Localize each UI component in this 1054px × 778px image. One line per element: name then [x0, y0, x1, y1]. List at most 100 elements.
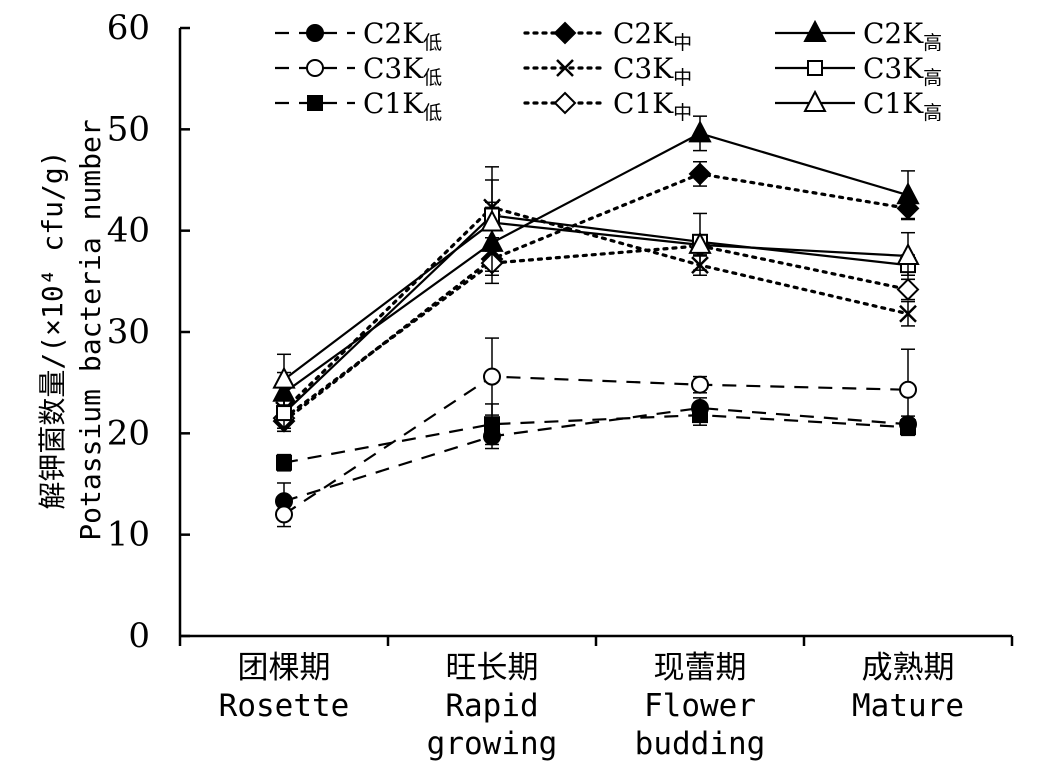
legend-marker: [306, 24, 324, 42]
y-axis-label: 解钾菌数量/(×10⁴ cfu/g) Potassium bacteria nu…: [36, 119, 107, 540]
y-tick-label: 40: [107, 211, 150, 251]
x-category-label-cn: 旺长期: [446, 650, 539, 686]
data-point: [691, 375, 709, 394]
series-c2k-0: [275, 397, 917, 521]
data-point: [484, 416, 500, 433]
y-ticks: 0 10 20 30 40 50 60: [107, 8, 190, 656]
legend-label-main: C1K: [363, 87, 424, 120]
legend-entry: C3K高: [775, 52, 942, 89]
series-c3k-7: [276, 179, 916, 433]
legend-label: C1K高: [863, 87, 942, 124]
legend-entry: C1K高: [775, 87, 942, 124]
legend-marker: [553, 21, 577, 45]
legend-marker: [556, 59, 574, 77]
legend-label-main: C2K: [613, 17, 674, 50]
data-point: [483, 367, 501, 386]
series-line: [283, 132, 909, 394]
legend-label: C1K中: [613, 87, 692, 124]
legend-entry: C3K低: [275, 52, 442, 89]
x-category-label-en: Rapid: [445, 688, 538, 724]
legend-entry: C2K低: [275, 17, 442, 54]
data-point: [692, 407, 708, 424]
legend-label-sub: 高: [923, 102, 942, 124]
data-point: [899, 380, 917, 399]
legend-label: C1K低: [363, 87, 442, 124]
data-point: [688, 231, 712, 254]
legend-marker: [307, 95, 323, 111]
y-axis-label-cn: 解钾菌数量/(×10⁴ cfu/g): [36, 150, 69, 509]
series-group: [272, 115, 920, 528]
x-category-label-en: Rosette: [219, 688, 350, 724]
x-category-label-en: Mature: [852, 688, 964, 724]
legend-marker: [306, 59, 324, 77]
data-point: [688, 162, 712, 186]
legend-label: C2K低: [363, 17, 442, 54]
data-point: [900, 419, 916, 436]
legend-entry: C1K低: [275, 87, 442, 124]
legend-label-main: C3K: [863, 52, 924, 85]
x-category-label-en: Flower: [644, 688, 756, 724]
y-tick-label: 10: [107, 515, 150, 555]
series-c3k-1: [275, 337, 917, 528]
legend-entry: C2K中: [523, 17, 692, 54]
legend-label-main: C2K: [363, 17, 424, 50]
x-category-label-en-line2: budding: [635, 726, 766, 762]
x-category-label-cn: 成熟期: [862, 650, 955, 686]
legend-label-main: C1K: [613, 87, 674, 120]
legend-label: C3K高: [863, 52, 942, 89]
series-c2k-6: [272, 115, 920, 414]
legend-label-sub: 中: [673, 102, 692, 124]
series-c3k-4: [275, 166, 917, 421]
series-line: [282, 244, 910, 420]
legend-label-main: C3K: [613, 52, 674, 85]
y-tick-label: 60: [107, 8, 150, 48]
data-point: [480, 209, 504, 232]
legend-label-main: C1K: [863, 87, 924, 120]
legend-marker: [803, 89, 827, 112]
data-point: [899, 304, 917, 323]
legend-label-main: C3K: [363, 52, 424, 85]
x-category-label-en-line2: growing: [427, 726, 558, 762]
legend-label: C2K高: [863, 17, 942, 54]
series-line: [282, 205, 910, 412]
legend-entry: C3K中: [523, 52, 692, 89]
legend-label: C3K中: [613, 52, 692, 89]
data-point: [688, 120, 712, 143]
legend-label-sub: 中: [673, 67, 692, 89]
legend-label: C3K低: [363, 52, 442, 89]
x-category-label-cn: 团棵期: [238, 650, 331, 686]
legend-label-sub: 低: [423, 102, 442, 124]
legend-label-sub: 低: [423, 67, 442, 89]
data-point: [272, 366, 296, 389]
data-point: [276, 405, 292, 422]
y-axis-label-en: Potassium bacteria number: [74, 119, 107, 540]
data-point: [896, 182, 920, 205]
legend-marker: [803, 19, 827, 42]
data-point: [275, 505, 293, 524]
series-line: [283, 221, 909, 381]
y-tick-label: 20: [107, 413, 150, 453]
series-c2k-3: [272, 161, 920, 433]
data-point: [276, 454, 292, 471]
legend-marker: [807, 60, 823, 76]
legend-label-sub: 低: [423, 32, 442, 54]
y-tick-label: 30: [107, 312, 150, 352]
x-category-label-cn: 现蕾期: [654, 650, 747, 686]
legend-label-sub: 中: [673, 32, 692, 54]
legend-label: C2K中: [613, 17, 692, 54]
series-line: [283, 406, 909, 503]
series-line: [282, 172, 910, 423]
legend-label-main: C2K: [863, 17, 924, 50]
data-point: [896, 242, 920, 265]
legend-entry: C2K高: [775, 17, 942, 54]
legend-label-sub: 高: [923, 67, 942, 89]
series-line: [283, 375, 909, 516]
series-c1k-8: [272, 206, 920, 406]
series-line: [283, 413, 909, 464]
y-tick-label: 50: [107, 109, 150, 149]
legend-marker: [553, 91, 577, 115]
